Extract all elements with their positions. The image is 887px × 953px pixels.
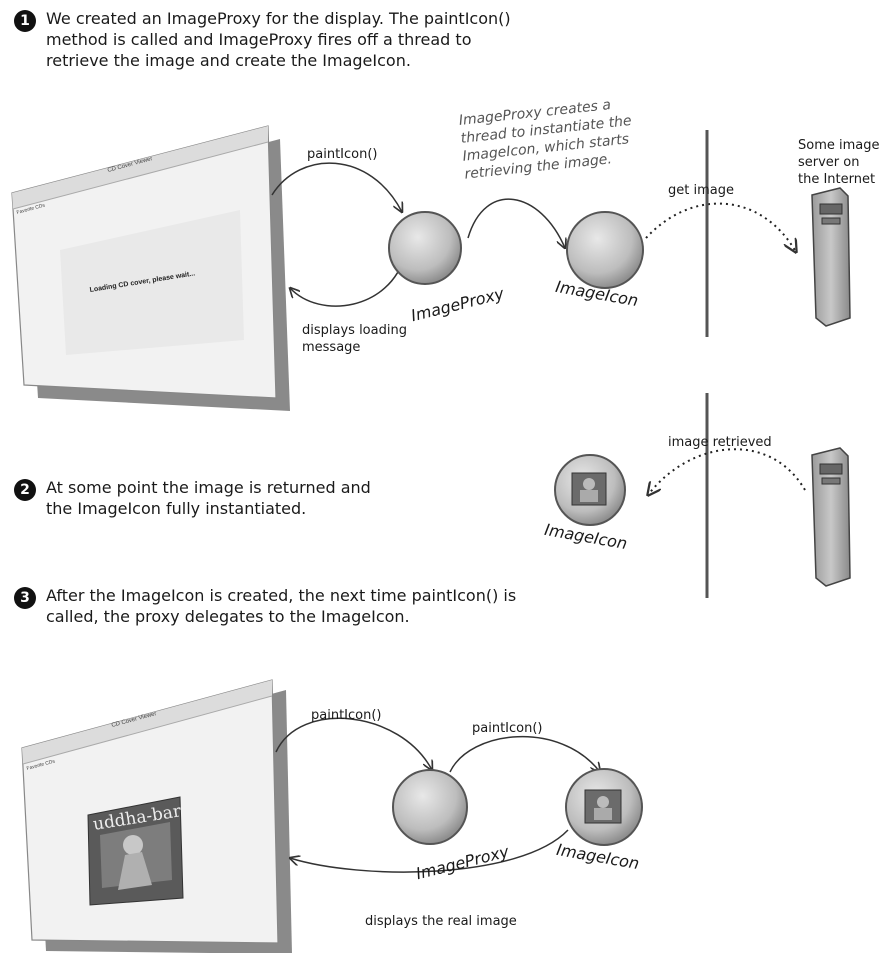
image-server-label: Some image server on the Internet bbox=[798, 138, 880, 187]
paint-arrow-1 bbox=[271, 162, 402, 212]
paint-icon-label-1: paintIcon() bbox=[307, 147, 378, 162]
step-2: 2 At some point the image is returned an… bbox=[14, 477, 371, 519]
step-1-number: 1 bbox=[14, 10, 36, 32]
thread-arrow bbox=[467, 198, 565, 248]
image-retrieved-arrow bbox=[648, 448, 806, 495]
display-real-arrow bbox=[290, 829, 569, 873]
image-proxy-node-3 bbox=[392, 769, 468, 845]
image-icon-node-1 bbox=[566, 211, 644, 289]
paint-icon-label-3a: paintIcon() bbox=[311, 708, 382, 723]
paint-arrow-3b bbox=[449, 735, 600, 772]
step-3-number: 3 bbox=[14, 587, 36, 609]
step-2-text: At some point the image is returned and … bbox=[46, 478, 371, 518]
image-proxy-node-1 bbox=[388, 211, 462, 285]
cd-thumbnail-icon-2 bbox=[571, 472, 607, 506]
paint-arrow-3a bbox=[275, 717, 432, 770]
image-server-2 bbox=[811, 447, 851, 587]
displays-real-label: displays the real image bbox=[365, 914, 517, 929]
step-1-text: We created an ImageProxy for the display… bbox=[46, 9, 511, 70]
cd-thumbnail-icon-3 bbox=[584, 789, 622, 824]
image-server-1 bbox=[811, 187, 851, 327]
get-image-arrow bbox=[645, 202, 796, 252]
step-3-text: After the ImageIcon is created, the next… bbox=[46, 586, 517, 626]
cd-viewer-window-loading: CD Cover Viewer Favorite CDs Loading CD … bbox=[11, 125, 290, 411]
display-loading-arrow bbox=[290, 254, 406, 307]
step-3: 3 After the ImageIcon is created, the ne… bbox=[14, 585, 516, 627]
step-1: 1 We created an ImageProxy for the displ… bbox=[14, 8, 511, 71]
paint-icon-label-3b: paintIcon() bbox=[472, 721, 543, 736]
cd-viewer-window-image: CD Cover Viewer Favorite CDs uddha-bar bbox=[21, 679, 292, 953]
image-retrieved-label: image retrieved bbox=[668, 435, 772, 450]
get-image-label: get image bbox=[668, 183, 734, 198]
step-2-number: 2 bbox=[14, 479, 36, 501]
displays-loading-label: displays loading message bbox=[302, 323, 407, 355]
